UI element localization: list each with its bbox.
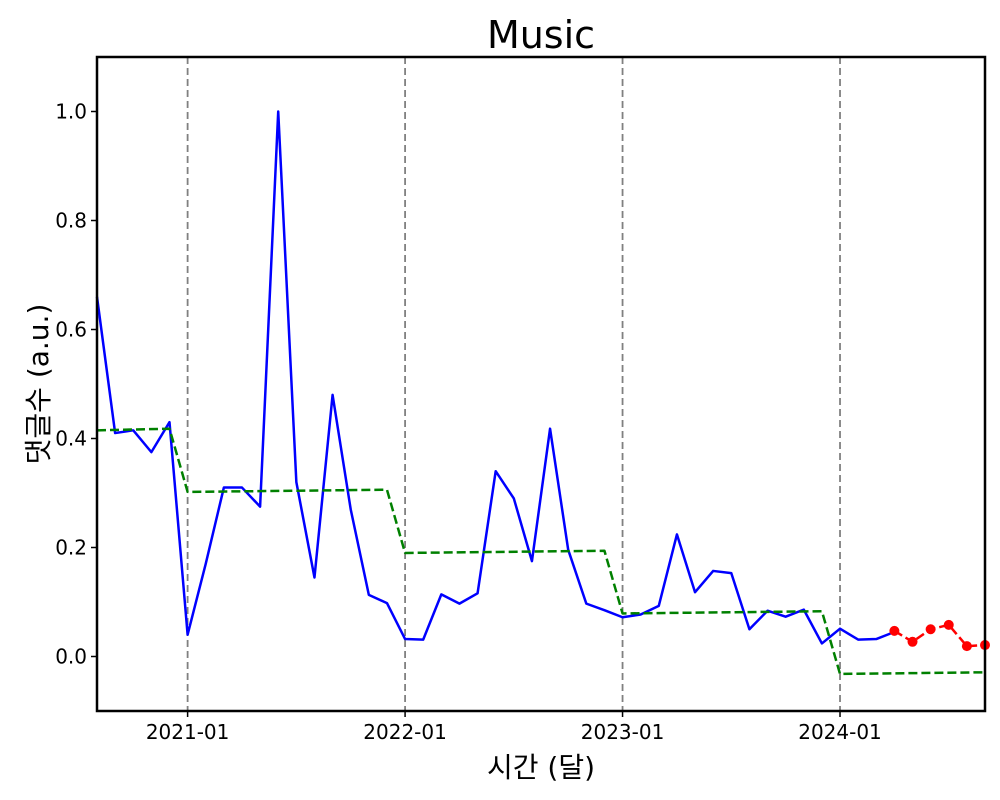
y-axis-label: 댓글수 (a.u.) <box>22 304 55 465</box>
y-tick-label-2: 0.4 <box>55 427 87 451</box>
y-tick-label-0: 0.0 <box>55 645 87 669</box>
y-tick-label-3: 0.6 <box>55 318 87 342</box>
y-axis-ticks: 0.0 0.2 0.4 0.6 0.8 1.0 <box>55 100 97 669</box>
series-line-0 <box>95 110 895 645</box>
y-tick-label-5: 1.0 <box>55 100 87 124</box>
x-tick-label-1: 2022-01 <box>363 720 447 744</box>
series-2-point-1 <box>907 636 918 647</box>
series-2-point-2 <box>925 624 936 635</box>
chart-title: Music <box>487 13 595 57</box>
x-tick-label-2: 2023-01 <box>581 720 665 744</box>
x-axis-label: 시간 (달) <box>487 751 595 784</box>
y-tick-label-4: 0.8 <box>55 209 87 233</box>
series-2-point-0 <box>889 625 900 636</box>
series-2-point-4 <box>961 641 972 652</box>
plot-frame <box>95 55 987 713</box>
year-divider-lines <box>186 57 841 711</box>
x-tick-label-0: 2021-01 <box>146 720 230 744</box>
x-tick-label-3: 2024-01 <box>798 720 882 744</box>
series-2-point-3 <box>943 619 954 630</box>
series-line-1 <box>96 427 986 676</box>
y-tick-label-1: 0.2 <box>55 536 87 560</box>
x-axis-ticks: 2021-01 2022-01 2023-01 2024-01 <box>146 711 882 744</box>
